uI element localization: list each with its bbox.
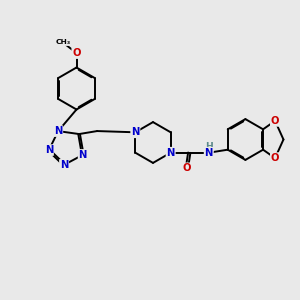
Text: N: N	[60, 160, 68, 170]
Text: N: N	[167, 148, 175, 158]
Text: N: N	[79, 150, 87, 160]
Text: N: N	[45, 145, 53, 155]
Text: O: O	[72, 48, 81, 58]
Text: H: H	[205, 142, 213, 151]
Text: N: N	[131, 127, 140, 137]
Text: O: O	[271, 153, 279, 163]
Text: N: N	[205, 148, 213, 158]
Text: CH₃: CH₃	[55, 39, 70, 45]
Text: N: N	[54, 126, 62, 136]
Text: O: O	[271, 116, 279, 126]
Text: O: O	[183, 163, 191, 173]
